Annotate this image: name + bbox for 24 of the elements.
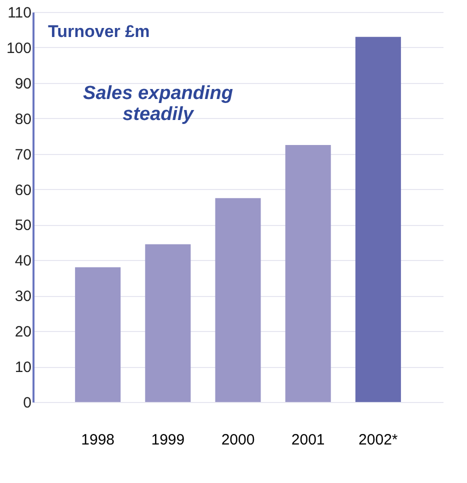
annotation: Sales expanding steadily (83, 83, 234, 125)
y-tick-label: 20 (14, 324, 32, 341)
x-tick-label: 1998 (81, 432, 115, 448)
y-tick-label: 0 (23, 394, 32, 412)
y-tick-label: 10 (14, 359, 32, 376)
x-tick-label: 1999 (151, 432, 185, 448)
y-tick-label: 110 (8, 4, 32, 22)
y-tick-label: 60 (14, 182, 32, 199)
y-tick-label: 70 (14, 146, 32, 164)
y-tick-label: 50 (14, 217, 32, 234)
bar (145, 244, 191, 402)
y-tick-label: 90 (14, 75, 32, 92)
x-tick-label: 2001 (291, 432, 325, 448)
x-tick-label: 2002* (358, 432, 398, 448)
y-axis-title: Turnover £m (48, 22, 150, 41)
y-tick-label: 100 (6, 40, 32, 57)
x-tick-label: 2000 (221, 432, 255, 448)
y-tick-label: 30 (14, 288, 32, 306)
bar (215, 198, 261, 402)
bar (355, 36, 401, 402)
bar (285, 144, 331, 402)
bar (75, 267, 121, 402)
y-tick-label: 40 (14, 252, 32, 270)
y-tick-label: 80 (14, 110, 32, 128)
